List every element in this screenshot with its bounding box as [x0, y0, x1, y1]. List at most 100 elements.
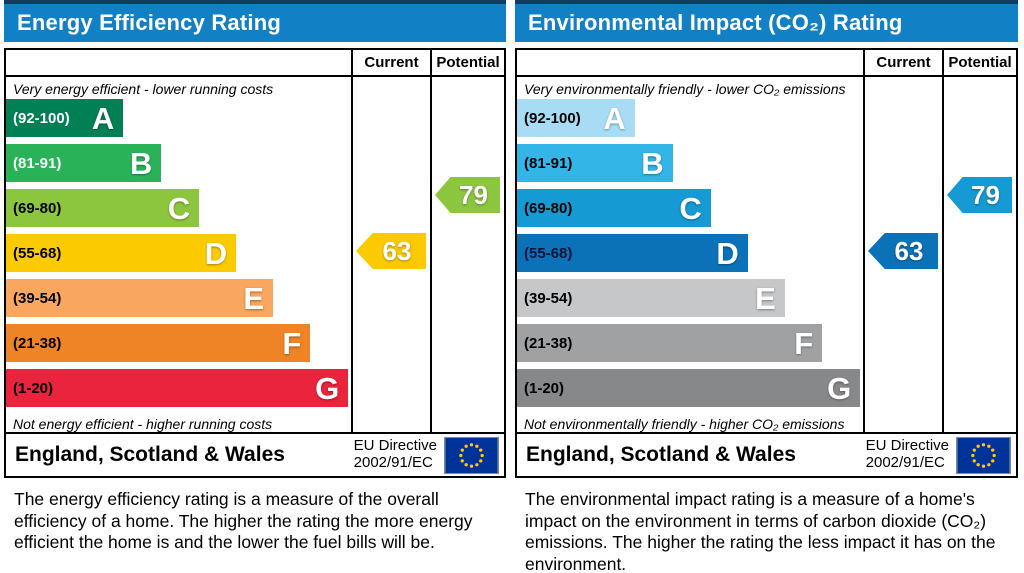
band-grade: E	[755, 280, 776, 316]
bottom-note: Not environmentally friendly - higher CO…	[524, 416, 845, 432]
potential-value-column: 79	[942, 77, 1016, 432]
current-rating-arrow: 63	[356, 233, 426, 269]
band-bar-a: (92-100) A	[517, 99, 635, 137]
band-range: (1-20)	[13, 379, 54, 397]
band-row-a: (92-100) A	[6, 99, 351, 144]
co2-rating-chart: Current Potential Very environmentally f…	[515, 48, 1018, 478]
band-row-f: (21-38) F	[6, 324, 351, 369]
header-spacer	[517, 50, 863, 75]
band-bar-f: (21-38) F	[6, 324, 311, 362]
band-bar-c: (69-80) C	[6, 189, 200, 227]
band-grade: F	[282, 325, 302, 361]
current-rating-value: 63	[894, 235, 924, 266]
band-row-a: (92-100) A	[517, 99, 863, 144]
band-bar-b: (81-91) B	[517, 144, 673, 182]
co2-rating-description: The environmental impact rating is a mea…	[525, 489, 996, 573]
band-range: (55-68)	[13, 244, 62, 262]
band-range: (55-68)	[524, 244, 573, 262]
band-row-g: (1-20) G	[517, 369, 863, 414]
band-grade: E	[243, 280, 265, 316]
band-grade: C	[679, 190, 702, 226]
band-row-e: (39-54) E	[517, 279, 863, 324]
eu-flag-icon	[956, 436, 1011, 474]
table-body: Very environmentally friendly - lower CO…	[517, 77, 1016, 432]
band-range: (21-38)	[524, 334, 573, 352]
current-column-header: Current	[351, 50, 430, 75]
eu-flag-icon	[444, 436, 499, 474]
band-range: (81-91)	[524, 154, 573, 172]
current-rating-arrow: 63	[868, 233, 938, 269]
band-bar-d: (55-68) D	[6, 234, 237, 272]
band-row-d: (55-68) D	[517, 234, 863, 279]
band-grade: F	[794, 325, 814, 361]
panel-title: Environmental Impact (CO₂) Rating	[515, 0, 1018, 42]
rating-bands-column: Very energy efficient - lower running co…	[6, 77, 351, 432]
region-label: England, Scotland & Wales	[15, 443, 285, 466]
band-range: (21-38)	[13, 334, 62, 352]
table-footer: England, Scotland & Wales EU Directive 2…	[6, 432, 504, 476]
band-bar-e: (39-54) E	[517, 279, 785, 317]
band-bar-a: (92-100) A	[6, 99, 124, 137]
band-row-e: (39-54) E	[6, 279, 351, 324]
band-range: (69-80)	[524, 199, 573, 217]
band-grade: D	[716, 235, 739, 271]
top-note: Very energy efficient - lower running co…	[13, 81, 274, 97]
current-value-column: 63	[351, 77, 430, 432]
potential-column-header: Potential	[942, 50, 1016, 75]
potential-value-column: 79	[430, 77, 504, 432]
header-spacer	[6, 50, 351, 75]
band-row-f: (21-38) F	[517, 324, 863, 369]
band-grade: G	[827, 370, 852, 406]
region-label: England, Scotland & Wales	[526, 443, 796, 466]
band-row-d: (55-68) D	[6, 234, 351, 279]
band-bar-d: (55-68) D	[517, 234, 748, 272]
band-grade: A	[603, 100, 626, 136]
energy-rating-description: The energy efficiency rating is a measur…	[14, 489, 473, 553]
band-grade: C	[167, 190, 191, 226]
potential-rating-arrow: 79	[435, 177, 500, 213]
energy-efficiency-panel: Energy Efficiency Rating Current Potenti…	[4, 0, 506, 573]
table-body: Very energy efficient - lower running co…	[6, 77, 504, 432]
band-bar-f: (21-38) F	[517, 324, 823, 362]
potential-rating-value: 79	[459, 179, 488, 210]
band-row-c: (69-80) C	[6, 189, 351, 234]
potential-rating-arrow: 79	[947, 177, 1012, 213]
band-bar-g: (1-20) G	[6, 369, 349, 407]
band-range: (92-100)	[13, 109, 70, 127]
energy-rating-chart: Current Potential Very energy efficient …	[4, 48, 506, 478]
band-bar-e: (39-54) E	[6, 279, 274, 317]
rating-bands-column: Very environmentally friendly - lower CO…	[517, 77, 863, 432]
eu-directive-label: EU Directive 2002/91/EC	[865, 437, 949, 471]
band-range: (81-91)	[13, 154, 62, 172]
band-bar-c: (69-80) C	[517, 189, 711, 227]
eu-directive-label: EU Directive 2002/91/EC	[353, 437, 437, 471]
band-grade: B	[129, 145, 153, 181]
band-range: (39-54)	[13, 289, 62, 307]
panel-title: Energy Efficiency Rating	[4, 0, 506, 42]
band-grade: B	[641, 145, 664, 181]
band-range: (1-20)	[524, 379, 565, 397]
band-range: (69-80)	[13, 199, 62, 217]
band-range: (92-100)	[524, 109, 581, 127]
current-rating-value: 63	[382, 235, 412, 266]
table-header-row: Current Potential	[517, 50, 1016, 77]
band-row-g: (1-20) G	[6, 369, 351, 414]
environmental-impact-panel: Environmental Impact (CO₂) Rating Curren…	[515, 0, 1018, 573]
band-grade: D	[204, 235, 228, 271]
band-bar-b: (81-91) B	[6, 144, 162, 182]
band-bar-g: (1-20) G	[517, 369, 861, 407]
potential-column-header: Potential	[430, 50, 504, 75]
current-column-header: Current	[863, 50, 942, 75]
band-row-c: (69-80) C	[517, 189, 863, 234]
band-range: (39-54)	[524, 289, 573, 307]
bottom-note: Not energy efficient - higher running co…	[13, 416, 273, 432]
band-grade: A	[91, 100, 115, 136]
current-value-column: 63	[863, 77, 942, 432]
potential-rating-value: 79	[971, 179, 1000, 210]
top-note: Very environmentally friendly - lower CO…	[524, 81, 846, 97]
table-header-row: Current Potential	[6, 50, 504, 77]
table-footer: England, Scotland & Wales EU Directive 2…	[517, 432, 1016, 476]
band-row-b: (81-91) B	[517, 144, 863, 189]
band-row-b: (81-91) B	[6, 144, 351, 189]
